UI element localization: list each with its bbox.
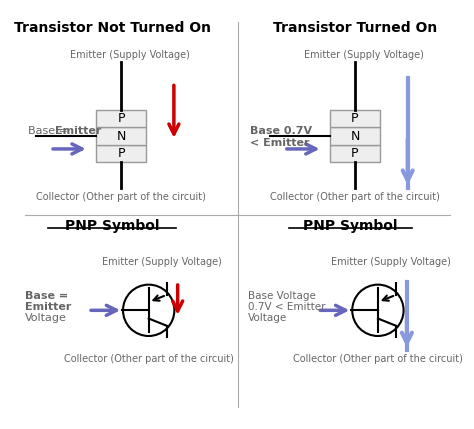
Text: Transistor Turned On: Transistor Turned On — [273, 21, 437, 36]
Text: Voltage: Voltage — [248, 313, 287, 323]
Text: Emitter (Supply Voltage): Emitter (Supply Voltage) — [331, 257, 451, 267]
Text: PNP Symbol: PNP Symbol — [65, 219, 159, 233]
Bar — [330, 110, 380, 127]
Text: N: N — [350, 130, 360, 142]
Bar — [330, 127, 380, 145]
Text: N: N — [117, 130, 126, 142]
Text: P: P — [351, 147, 359, 160]
Text: < Emitter: < Emitter — [249, 139, 309, 148]
Text: Collector (Other part of the circuit): Collector (Other part of the circuit) — [64, 354, 234, 364]
Text: Emitter (Supply Voltage): Emitter (Supply Voltage) — [304, 49, 424, 60]
Text: P: P — [351, 112, 359, 125]
Text: Emitter: Emitter — [55, 126, 101, 136]
Text: Collector (Other part of the circuit): Collector (Other part of the circuit) — [270, 192, 440, 202]
Text: 0.7V < Emitter: 0.7V < Emitter — [248, 302, 325, 311]
Text: P: P — [118, 147, 125, 160]
Bar — [330, 145, 380, 162]
Text: P: P — [118, 112, 125, 125]
Text: Voltage: Voltage — [25, 313, 67, 323]
Text: Collector (Other part of the circuit): Collector (Other part of the circuit) — [293, 354, 463, 364]
Text: Base 0.7V: Base 0.7V — [249, 126, 312, 136]
Text: Emitter (Supply Voltage): Emitter (Supply Voltage) — [71, 49, 190, 60]
Text: Base =: Base = — [25, 290, 68, 301]
Text: Emitter: Emitter — [25, 302, 71, 311]
Text: Collector (Other part of the circuit): Collector (Other part of the circuit) — [36, 192, 206, 202]
Text: Transistor Not Turned On: Transistor Not Turned On — [13, 21, 210, 36]
Text: Emitter (Supply Voltage): Emitter (Supply Voltage) — [101, 257, 221, 267]
Text: Base =: Base = — [27, 126, 71, 136]
Text: PNP Symbol: PNP Symbol — [303, 219, 398, 233]
Text: Base Voltage: Base Voltage — [248, 290, 316, 301]
Circle shape — [352, 285, 403, 336]
Bar — [96, 145, 146, 162]
Circle shape — [123, 285, 174, 336]
Bar — [96, 110, 146, 127]
Bar — [96, 127, 146, 145]
